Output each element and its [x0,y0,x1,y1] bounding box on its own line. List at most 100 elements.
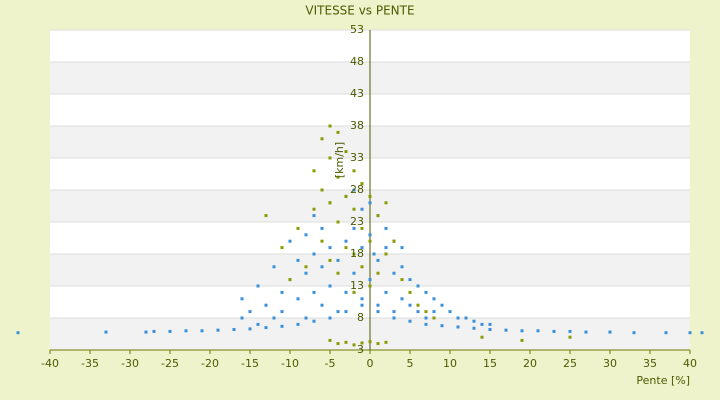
point [392,239,396,243]
y-tick-label: 13 [350,279,364,292]
point [568,329,572,333]
point [312,207,316,211]
point [264,326,268,330]
point [296,258,300,262]
point [184,329,188,333]
point [392,316,396,320]
point [360,341,364,345]
point [360,182,364,186]
y-tick-label: 33 [350,151,364,164]
point [344,194,348,198]
point [328,258,332,262]
point [688,331,692,335]
point [456,325,460,329]
point [520,329,524,333]
point [240,316,244,320]
point [304,271,308,275]
point [392,271,396,275]
point [664,331,668,335]
point [296,226,300,230]
x-tick-label: 35 [643,357,657,370]
point [368,201,372,205]
point [304,316,308,320]
point [16,331,20,335]
point [264,303,268,307]
point [384,252,388,256]
point [312,290,316,294]
point [360,207,364,211]
point [200,329,204,333]
point [336,310,340,314]
point [344,150,348,154]
x-tick-label: -10 [281,357,299,370]
point [352,226,356,230]
point [336,271,340,275]
point [432,297,436,301]
point [328,156,332,160]
point [320,265,324,269]
point [368,233,372,237]
point [336,220,340,224]
point [376,303,380,307]
x-tick-label: -15 [241,357,259,370]
point [424,290,428,294]
y-tick-label: 43 [350,87,364,100]
point [400,265,404,269]
point [552,329,556,333]
point [408,278,412,282]
point [472,326,476,330]
y-tick-label: 8 [357,311,364,324]
point [384,226,388,230]
point [104,330,108,334]
point [328,284,332,288]
point [272,316,276,320]
point [248,310,252,314]
point [328,246,332,250]
point [376,342,380,346]
point [520,338,524,342]
point [408,319,412,323]
point [312,169,316,173]
point [632,331,636,335]
point [416,303,420,307]
point [384,201,388,205]
point [480,322,484,326]
point [352,207,356,211]
point [344,340,348,344]
point [336,258,340,262]
x-tick-label: 25 [563,357,577,370]
point [320,239,324,243]
point [352,271,356,275]
point [280,290,284,294]
point [376,271,380,275]
point [416,310,420,314]
point [312,252,316,256]
x-tick-label: 15 [483,357,497,370]
x-tick-label: -30 [121,357,139,370]
point [304,265,308,269]
point [288,239,292,243]
point [376,258,380,262]
point [368,278,372,282]
point [448,310,452,314]
point [488,328,492,332]
point [288,278,292,282]
y-tick-label: 28 [350,183,364,196]
point [328,338,332,342]
point [464,316,468,320]
point [312,214,316,218]
x-tick-label: 40 [683,357,697,370]
point [392,310,396,314]
point [488,322,492,326]
point [240,297,244,301]
point [368,340,372,344]
point [424,316,428,320]
point [424,322,428,326]
point [232,328,236,332]
x-tick-label: 5 [407,357,414,370]
point [280,310,284,314]
point [456,316,460,320]
point [400,297,404,301]
point [360,246,364,250]
